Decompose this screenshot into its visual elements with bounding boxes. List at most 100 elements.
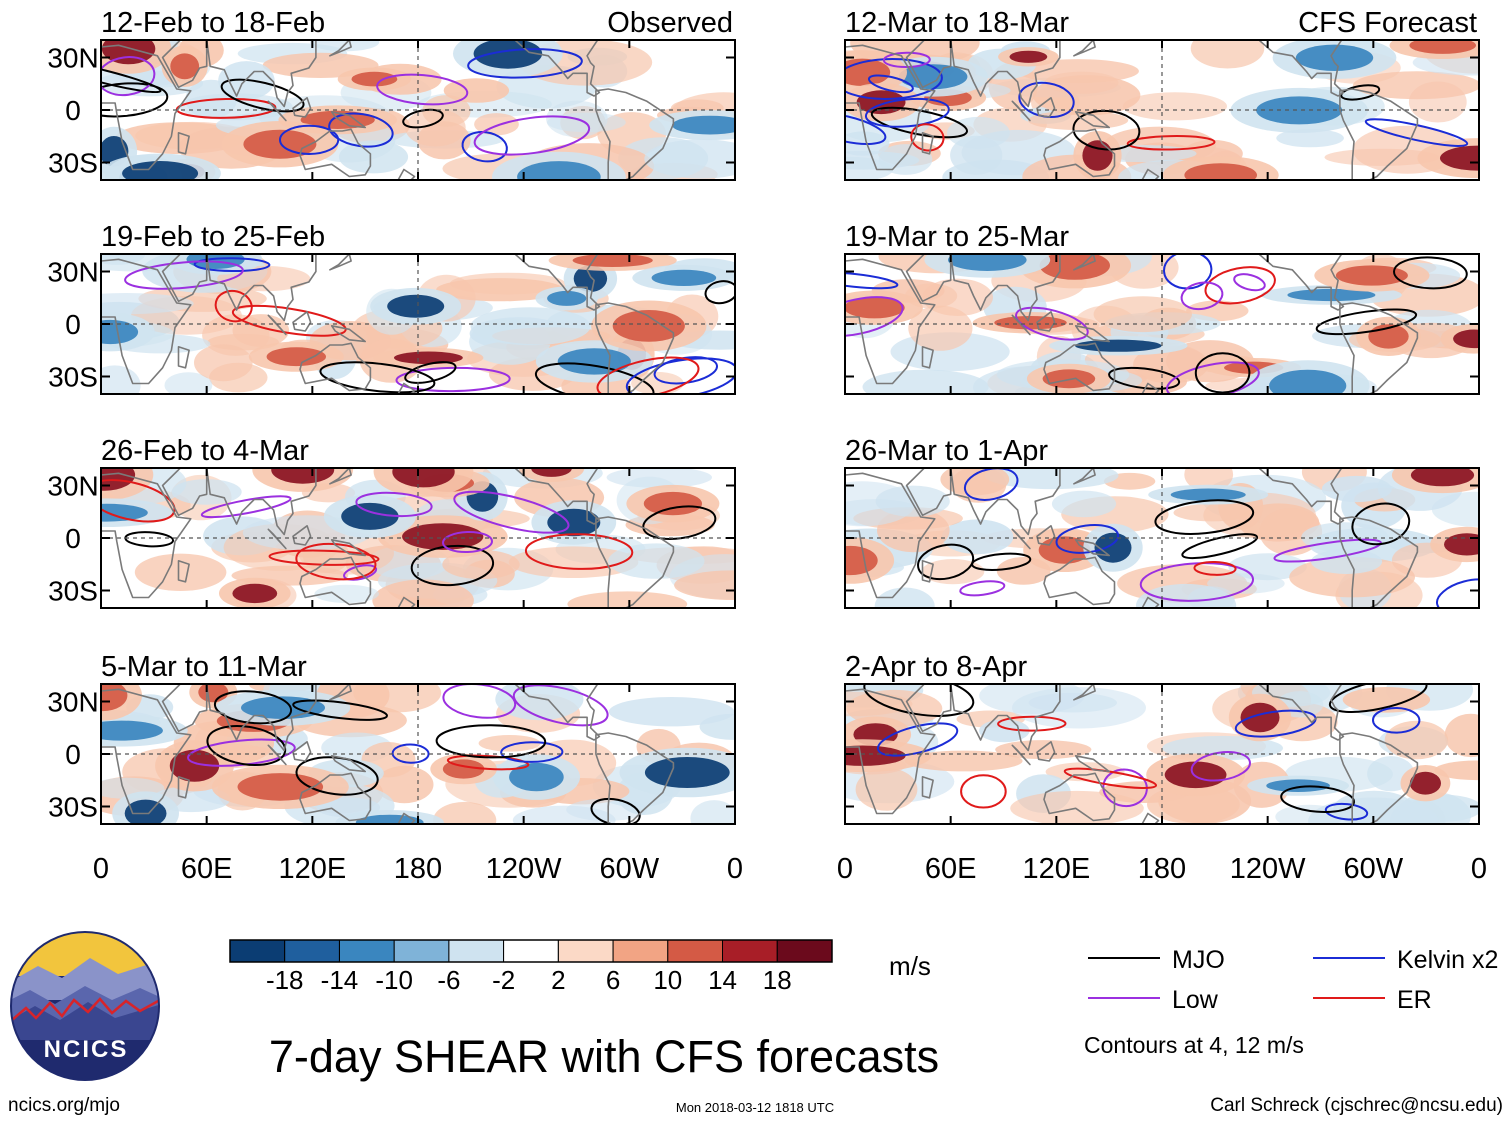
coastline bbox=[330, 754, 367, 773]
panel-title: 19-Mar to 25-Mar bbox=[845, 221, 1069, 253]
low-contour bbox=[1139, 562, 1255, 602]
kelvin-contour bbox=[193, 257, 271, 273]
mjo-contour bbox=[1351, 502, 1411, 546]
colorbar-swatch bbox=[503, 939, 559, 963]
coastline bbox=[177, 132, 190, 155]
x-tick-label: 120E bbox=[278, 853, 346, 885]
kelvin-contour bbox=[876, 722, 959, 757]
coastline bbox=[330, 111, 367, 129]
coastline bbox=[921, 775, 934, 799]
source-url: ncics.org/mjo bbox=[8, 1095, 120, 1116]
coastline bbox=[905, 40, 952, 89]
coastline bbox=[1073, 254, 1096, 271]
panel-8: 2-Apr to 8-Apr bbox=[844, 651, 1480, 825]
coastline bbox=[101, 44, 192, 171]
shading-blob bbox=[984, 468, 1119, 490]
shading-blob bbox=[1012, 687, 1146, 729]
low-contour bbox=[1233, 273, 1266, 292]
shading-core bbox=[101, 319, 139, 345]
mjo-contour bbox=[971, 552, 1032, 571]
shading-core bbox=[557, 348, 631, 375]
shading-core bbox=[271, 468, 335, 484]
shading-blob bbox=[1093, 296, 1193, 333]
shading-core bbox=[845, 58, 891, 86]
shading-core bbox=[1409, 40, 1476, 54]
shading-core bbox=[1256, 96, 1343, 125]
mjo-contour bbox=[1393, 256, 1468, 290]
shading-core bbox=[243, 129, 317, 159]
coastline bbox=[1258, 40, 1345, 97]
low-contour bbox=[1180, 281, 1224, 311]
coastline bbox=[1073, 40, 1096, 57]
coastline bbox=[1036, 97, 1056, 118]
colorbar-tick-label: 6 bbox=[606, 965, 620, 995]
x-tick-label: 0 bbox=[837, 853, 853, 885]
mjo-contour bbox=[590, 797, 641, 824]
colorbar-swatch bbox=[284, 939, 340, 963]
coastline bbox=[1043, 342, 1116, 392]
mjo-contour bbox=[101, 82, 169, 118]
shading-blob bbox=[862, 369, 989, 394]
low-contour bbox=[442, 530, 493, 554]
coastline bbox=[205, 684, 317, 752]
coastline bbox=[329, 468, 352, 485]
shading-core bbox=[994, 316, 1067, 330]
y-tick-label: 30S bbox=[48, 148, 98, 179]
low-contour bbox=[512, 684, 609, 727]
coastline bbox=[1141, 596, 1160, 608]
shading-core bbox=[394, 351, 463, 365]
coastline bbox=[595, 88, 675, 180]
coastline bbox=[1074, 754, 1110, 773]
er-contour bbox=[1204, 266, 1276, 305]
coastline bbox=[905, 684, 952, 733]
ncics-logo: NCICS bbox=[10, 931, 160, 1081]
er-contour bbox=[268, 549, 380, 566]
x-tick-label: 120W bbox=[1230, 853, 1306, 885]
shading-core bbox=[300, 110, 375, 129]
kelvin-contour bbox=[1372, 706, 1421, 734]
shading-blob bbox=[608, 697, 735, 727]
shading-core bbox=[898, 64, 968, 90]
author-credit: Carl Schreck (cjschrec@ncsu.edu) bbox=[1210, 1095, 1503, 1116]
x-axis-labels-left: 0 60E 120E 180 120W 60W 0 bbox=[93, 853, 743, 885]
coastline bbox=[1011, 528, 1031, 550]
shading-blob bbox=[674, 570, 735, 600]
coastline bbox=[1258, 468, 1345, 525]
shading-blob bbox=[495, 684, 584, 721]
coastline bbox=[949, 684, 1061, 752]
colorbar-swatch bbox=[667, 939, 723, 963]
colorbar-tick-label: -2 bbox=[492, 965, 515, 995]
shading-blob bbox=[134, 553, 227, 591]
er-contour bbox=[1126, 135, 1216, 151]
shading-blob bbox=[875, 485, 950, 517]
coastline bbox=[1258, 684, 1345, 741]
kelvin-contour bbox=[279, 124, 340, 156]
low-contour bbox=[1165, 361, 1260, 394]
coastline bbox=[161, 468, 208, 517]
shading-core bbox=[1335, 265, 1408, 286]
shading-core bbox=[473, 40, 543, 69]
shading-core bbox=[845, 545, 878, 576]
shading-core bbox=[232, 583, 278, 604]
shading-blob bbox=[1203, 492, 1317, 539]
mjo-contour bbox=[1340, 84, 1381, 101]
coastline bbox=[1073, 468, 1096, 485]
coastline bbox=[177, 345, 190, 369]
coastline bbox=[1074, 538, 1110, 557]
colorbar-tick-label: 10 bbox=[653, 965, 682, 995]
shading-field bbox=[101, 468, 735, 608]
panel-tag: Observed bbox=[607, 7, 733, 39]
shading-blob bbox=[1136, 583, 1237, 608]
mjo-contour bbox=[319, 361, 436, 394]
shading-blob bbox=[950, 135, 1003, 175]
low-contour bbox=[882, 51, 931, 69]
shading-core bbox=[672, 115, 735, 135]
er-contour bbox=[997, 715, 1067, 732]
legend-label: Kelvin x2 bbox=[1397, 946, 1498, 974]
shading-core bbox=[1170, 488, 1246, 501]
mjo-contour bbox=[220, 78, 305, 113]
coastline bbox=[1036, 524, 1056, 546]
panel-5: 12-Mar to 18-Mar CFS Forecast bbox=[844, 7, 1480, 181]
